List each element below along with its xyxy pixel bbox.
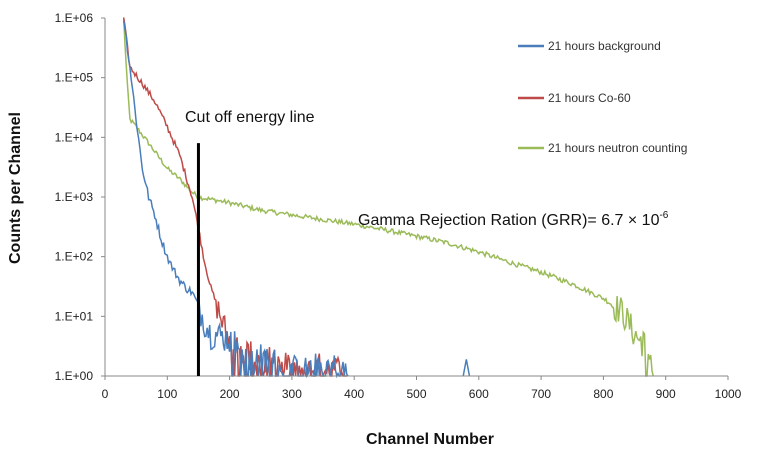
y-tick-label: 1.E+00 bbox=[55, 369, 94, 383]
legend-label-co60: 21 hours Co-60 bbox=[548, 91, 631, 105]
y-tick-label: 1.E+05 bbox=[55, 71, 94, 85]
y-axis-title: Counts per Channel bbox=[7, 112, 24, 264]
x-tick-label: 100 bbox=[157, 387, 177, 401]
legend-label-neutron: 21 hours neutron counting bbox=[548, 141, 687, 155]
grr-exponent: -6 bbox=[659, 210, 668, 221]
x-tick-label: 900 bbox=[656, 387, 676, 401]
series-line-1 bbox=[122, 17, 349, 377]
series-line-0 bbox=[122, 20, 349, 379]
x-tick-label: 800 bbox=[593, 387, 613, 401]
y-axis-ticks: 1.E+00 1.E+01 1.E+02 1.E+03 1.E+04 1.E+05 1.E+… bbox=[55, 11, 105, 383]
y-tick-label: 1.E+01 bbox=[55, 309, 94, 323]
x-tick-label: 600 bbox=[469, 387, 489, 401]
x-tick-label: 400 bbox=[344, 387, 364, 401]
series-layer bbox=[122, 17, 654, 379]
x-tick-label: 1000 bbox=[715, 387, 742, 401]
legend: 21 hours background 21 hours Co-60 21 ho… bbox=[518, 39, 687, 155]
grr-text: Gamma Rejection Ration (GRR)= 6.7 × 10 bbox=[358, 212, 660, 229]
x-tick-label: 700 bbox=[531, 387, 551, 401]
x-tick-label: 0 bbox=[102, 387, 109, 401]
y-tick-label: 1.E+04 bbox=[55, 130, 94, 144]
series-line-2 bbox=[122, 17, 654, 377]
y-tick-label: 1.E+06 bbox=[55, 11, 94, 25]
y-tick-label: 1.E+02 bbox=[55, 250, 94, 264]
x-tick-label: 200 bbox=[220, 387, 240, 401]
x-tick-label: 500 bbox=[406, 387, 426, 401]
x-axis-ticks: 0 100 200 300 400 500 600 700 800 900 1000 bbox=[102, 376, 742, 401]
grr-annotation: Gamma Rejection Ration (GRR)= 6.7 × 10-6 bbox=[358, 210, 669, 229]
background-spike bbox=[462, 359, 471, 377]
x-tick-label: 300 bbox=[282, 387, 302, 401]
legend-label-background: 21 hours background bbox=[548, 39, 661, 53]
x-axis-title: Channel Number bbox=[366, 431, 494, 448]
y-tick-label: 1.E+03 bbox=[55, 190, 94, 204]
cutoff-label: Cut off energy line bbox=[185, 109, 315, 126]
